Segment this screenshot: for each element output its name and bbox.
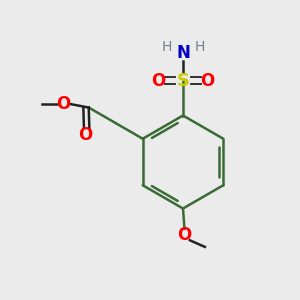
Text: O: O (177, 226, 192, 244)
Text: H: H (161, 40, 172, 54)
Text: O: O (200, 72, 215, 90)
Text: H: H (194, 40, 205, 54)
Text: O: O (79, 126, 93, 144)
Text: S: S (176, 72, 190, 90)
Text: N: N (176, 44, 190, 62)
Text: O: O (56, 95, 70, 113)
Text: O: O (151, 72, 166, 90)
